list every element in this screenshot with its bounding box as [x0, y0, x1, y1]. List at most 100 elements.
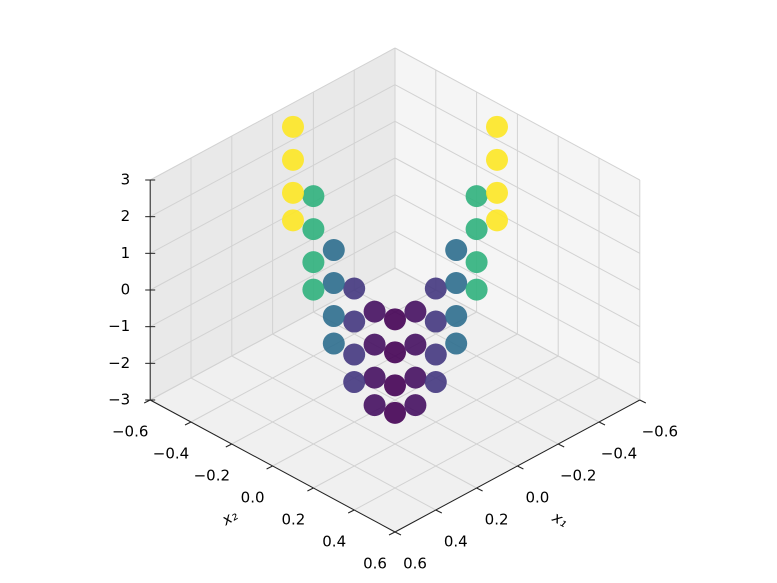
point	[424, 277, 447, 300]
point	[486, 148, 508, 171]
grid-line	[394, 230, 641, 364]
grid-line	[149, 230, 396, 364]
point	[302, 278, 325, 301]
z-tick-label: −2	[108, 354, 130, 372]
point	[363, 333, 386, 356]
point	[465, 251, 488, 274]
point	[302, 218, 325, 241]
y-axis-line	[149, 399, 396, 533]
grid-line	[149, 157, 396, 291]
x-tick-label: 0.6	[403, 555, 427, 573]
point	[343, 310, 366, 333]
point	[424, 371, 447, 394]
point	[322, 239, 345, 262]
grid-line	[394, 120, 641, 254]
grid-line	[149, 47, 396, 181]
point	[404, 300, 427, 323]
y-tick	[388, 531, 396, 536]
x-axis-label: x₁	[548, 508, 571, 532]
point	[282, 148, 304, 171]
x-tick	[557, 443, 565, 448]
y-axis-label: x₂	[218, 506, 241, 530]
point	[424, 310, 447, 333]
y-tick-label: 0.4	[322, 533, 346, 551]
x-tick-label: −0.2	[560, 467, 596, 485]
z-tick-label: 0	[121, 281, 131, 299]
point	[465, 185, 488, 208]
grid-line	[394, 157, 641, 291]
point	[465, 278, 488, 301]
z-tick-label: 3	[121, 171, 131, 189]
point	[404, 366, 427, 389]
y-tick-label: −0.6	[112, 423, 148, 441]
point	[282, 209, 304, 232]
y-tick-label: −0.2	[194, 467, 230, 485]
point	[445, 305, 468, 328]
x-tick-label: −0.4	[601, 445, 637, 463]
z-tick-label: −3	[108, 391, 130, 409]
point	[404, 333, 427, 356]
point	[363, 366, 386, 389]
grid-line	[272, 333, 518, 467]
point	[343, 343, 366, 366]
x-tick	[394, 531, 402, 536]
grid-line	[149, 84, 396, 218]
point	[384, 401, 406, 424]
y-tick	[184, 421, 192, 426]
points	[282, 115, 508, 424]
grid-line	[394, 47, 641, 181]
x-tick	[517, 465, 524, 470]
point	[302, 251, 325, 274]
y-tick-label: 0.2	[281, 511, 305, 529]
point	[322, 305, 345, 328]
grid-line	[149, 120, 396, 254]
y-tick	[225, 443, 233, 448]
point	[486, 115, 508, 138]
grid-line	[353, 377, 600, 511]
y-tick-label: −0.4	[153, 445, 189, 463]
x-tick-label: 0.2	[485, 511, 509, 529]
point	[322, 272, 345, 295]
x-tick	[639, 399, 647, 404]
point	[445, 332, 468, 355]
point	[486, 209, 508, 232]
grid-line	[149, 194, 396, 328]
y-tick	[307, 487, 314, 492]
x-tick-label: −0.6	[642, 423, 678, 441]
x-tick-label: 0.0	[525, 489, 549, 507]
point	[322, 332, 345, 355]
point	[282, 115, 304, 138]
y-tick	[266, 465, 273, 470]
x-tick	[476, 487, 483, 492]
z-tick-label: 2	[121, 207, 131, 225]
z-tick-label: 1	[121, 244, 131, 262]
x-axis-line	[394, 399, 641, 533]
point	[445, 239, 468, 262]
point	[343, 277, 366, 300]
x-tick-label: 0.4	[444, 533, 468, 551]
point	[465, 218, 488, 241]
x-tick	[598, 421, 606, 426]
y-tick-label: 0.0	[241, 489, 265, 507]
point	[486, 181, 508, 204]
point	[384, 374, 406, 397]
axes: −0.6 −0.4 −0.2 0.0 0.2 0.4 0.6 −0.6 −0.4 −0.2 0.0 0…	[108, 171, 678, 573]
point	[404, 394, 427, 417]
y-tick-label: 0.6	[363, 555, 387, 573]
point	[384, 341, 406, 364]
point	[302, 185, 325, 208]
point	[363, 394, 386, 417]
grid-line	[394, 194, 641, 328]
point	[282, 181, 304, 204]
grid-line	[394, 84, 641, 218]
y-tick	[347, 509, 355, 514]
x-tick	[435, 509, 443, 514]
point	[424, 343, 447, 366]
point	[343, 371, 366, 394]
point	[384, 308, 406, 331]
point	[445, 272, 468, 295]
grid-line	[313, 355, 559, 489]
point	[363, 300, 386, 323]
z-tick-label: −1	[108, 317, 130, 335]
